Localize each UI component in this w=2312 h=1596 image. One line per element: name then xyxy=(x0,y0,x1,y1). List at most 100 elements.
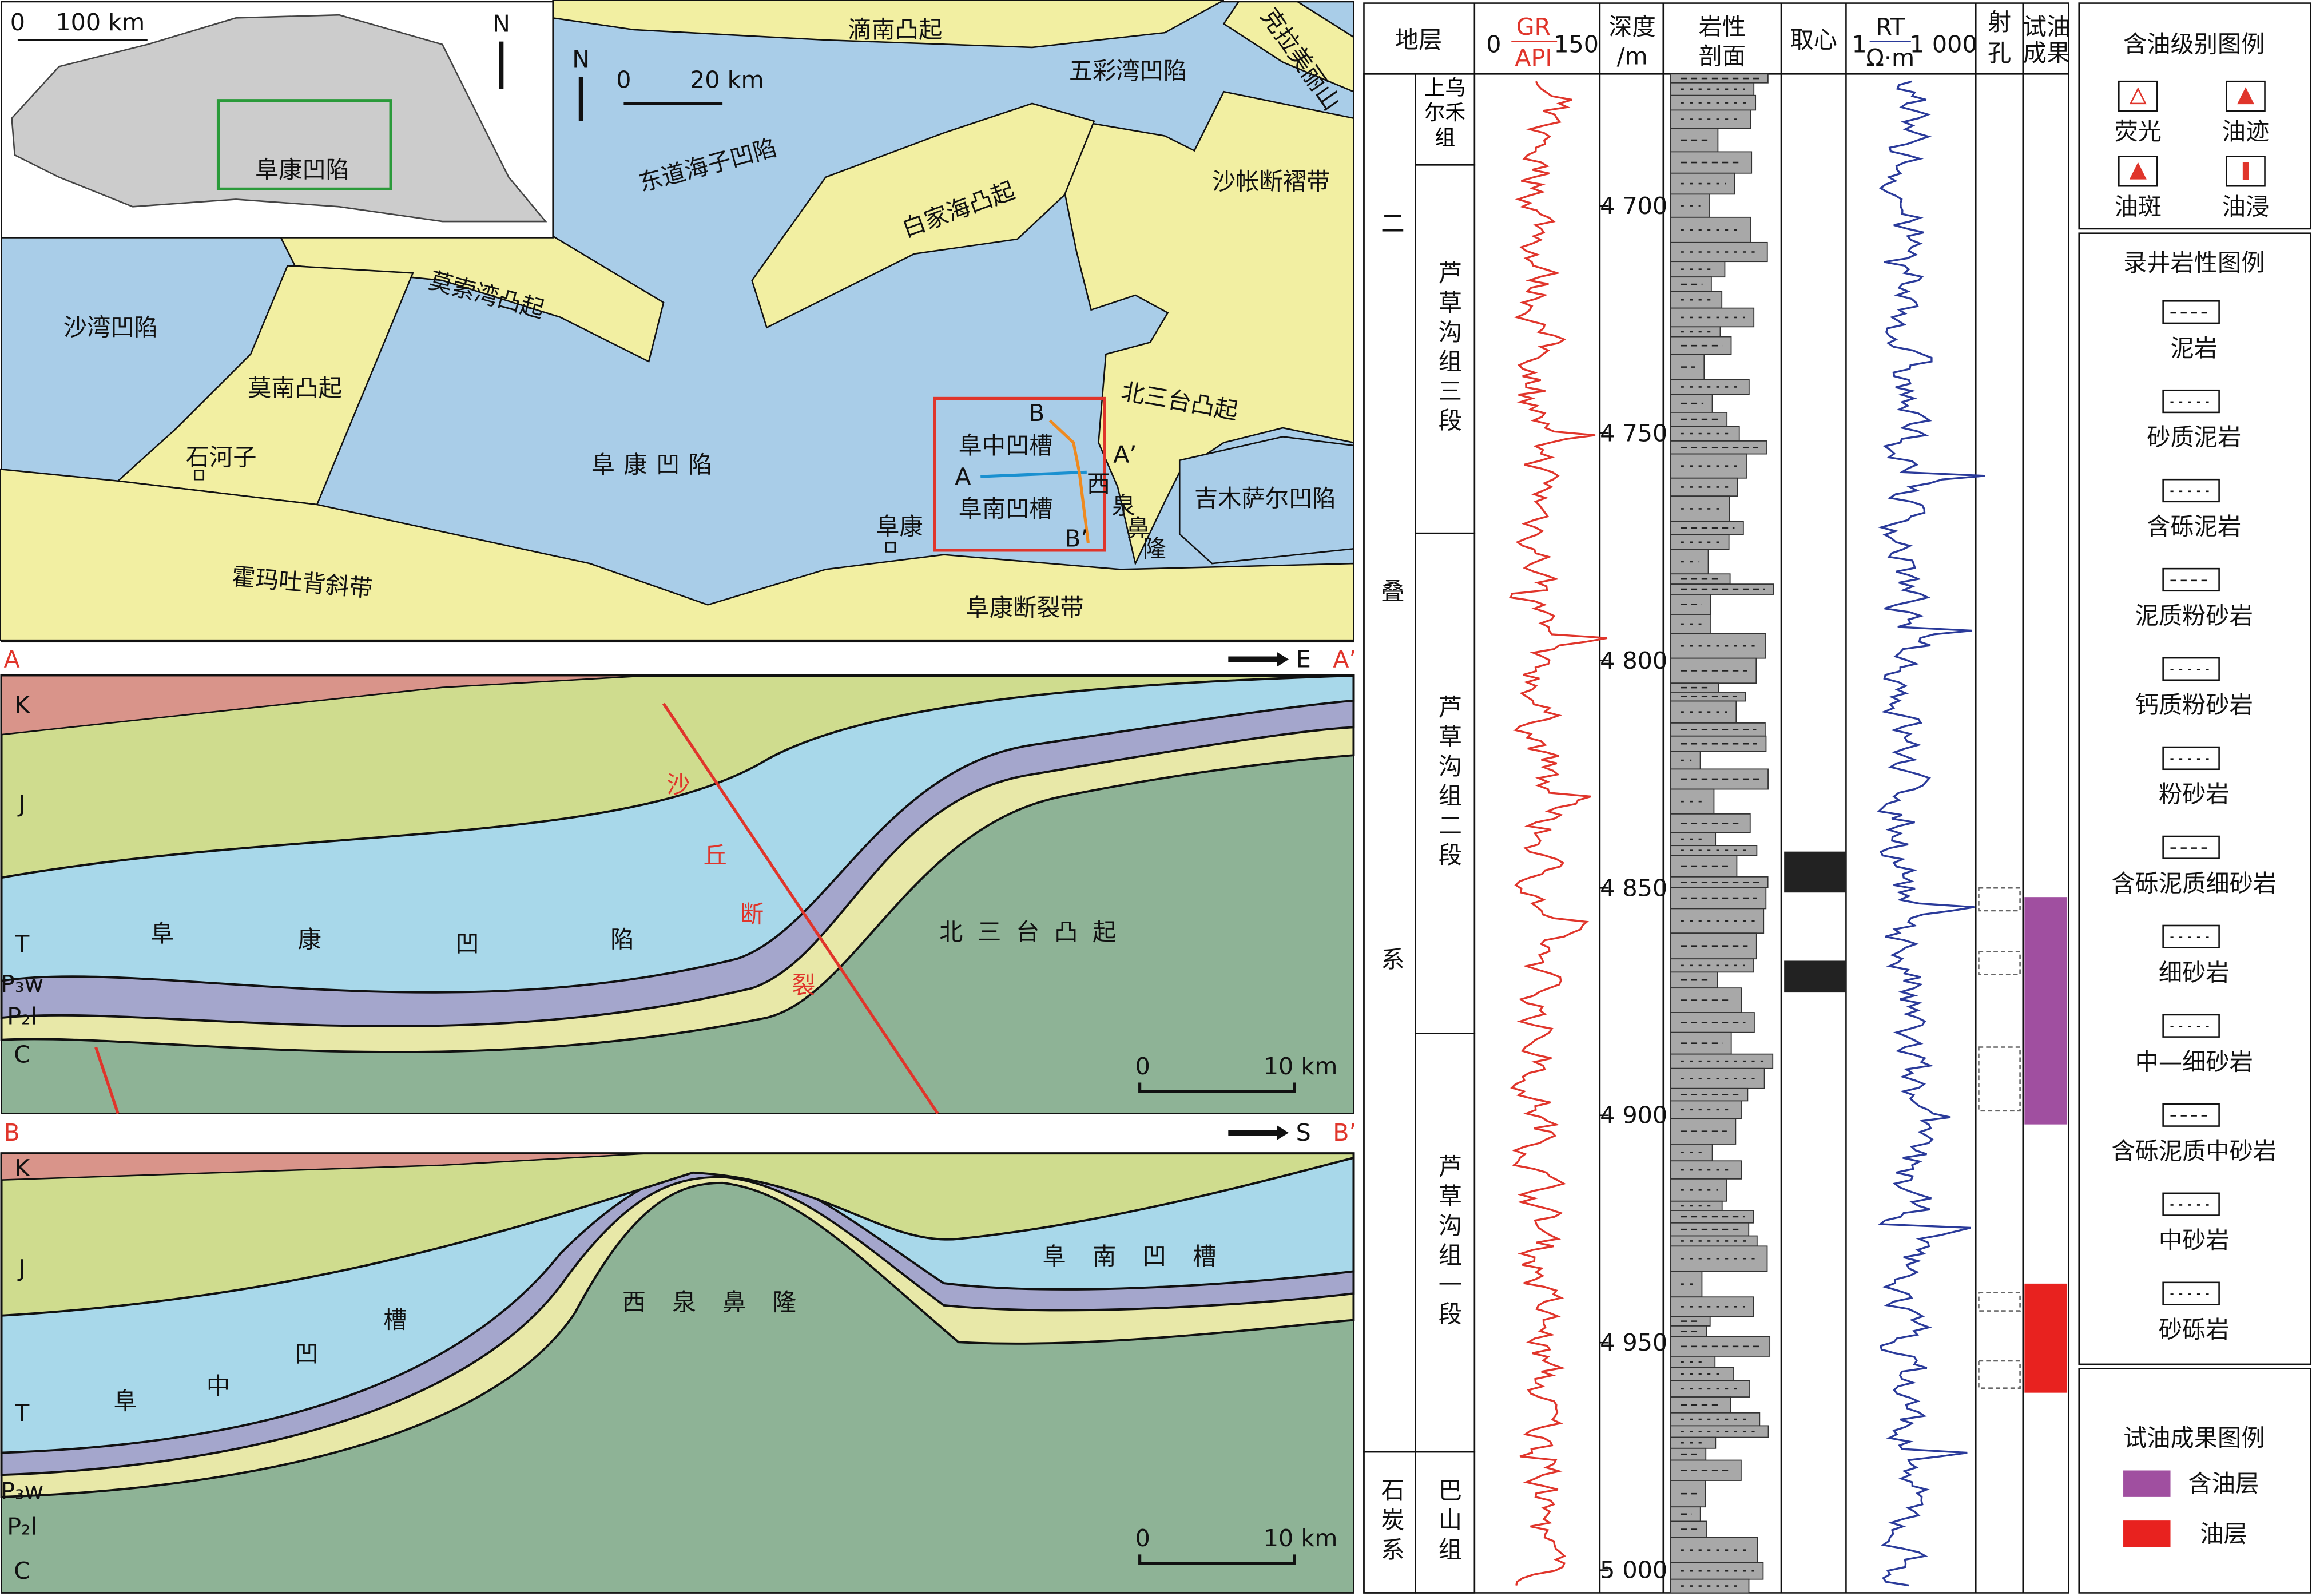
map-label: 西 xyxy=(1087,470,1110,498)
direction: S xyxy=(1296,1119,1311,1146)
header: 0 xyxy=(1486,31,1501,58)
rt-curve xyxy=(1877,80,1985,1587)
legend-label: 油层 xyxy=(2200,1520,2247,1547)
test-result xyxy=(2024,1283,2068,1393)
header: 成果 xyxy=(2023,39,2070,67)
direction-arrow xyxy=(1277,652,1289,667)
section-label: 西泉鼻隆 xyxy=(622,1289,823,1316)
core xyxy=(1784,960,1846,993)
perforation xyxy=(1978,951,2021,975)
legend-symbol xyxy=(2162,300,2220,324)
layer-label: P₃w xyxy=(1,1478,43,1505)
legend-label: 中砂岩 xyxy=(2159,1226,2230,1254)
depth-label: 5 000 xyxy=(1600,1557,1667,1584)
legend-symbol xyxy=(2226,156,2266,187)
header: 1 xyxy=(1852,31,1866,58)
map-label: 滴南凸起 xyxy=(848,16,942,43)
legend-label: 粉砂岩 xyxy=(2159,781,2230,808)
lithology-bed xyxy=(1670,307,1755,328)
legend-label: 细砂岩 xyxy=(2159,959,2230,986)
legend-symbol xyxy=(2162,478,2220,503)
map-label: 吉木萨尔凹陷 xyxy=(1194,485,1336,513)
header: 1 000 xyxy=(1910,31,1977,58)
section-label: 凹 xyxy=(456,930,479,958)
lithology-bed xyxy=(1670,354,1705,380)
depth-label: 4 950 xyxy=(1600,1329,1667,1356)
lithology-bed xyxy=(1670,1480,1706,1508)
map-label: 阜中凹槽 xyxy=(959,432,1053,459)
lithology-bed xyxy=(1670,594,1711,615)
header: /m xyxy=(1617,42,1648,70)
label: 0 xyxy=(616,66,631,94)
lithology-bed xyxy=(1670,1271,1703,1298)
uplift xyxy=(552,0,1225,49)
legend-label: 砂质泥岩 xyxy=(2147,424,2241,451)
lithology-bed xyxy=(1670,1520,1707,1538)
scale-bar xyxy=(1138,1082,1296,1093)
header: API xyxy=(1515,44,1552,72)
uplift xyxy=(0,468,1354,641)
layer-label: P₂l xyxy=(7,1512,37,1540)
formation-name: 芦草沟组一段 xyxy=(1434,1154,1461,1331)
layer-label: K xyxy=(14,692,30,719)
legend-label: 钙质粉砂岩 xyxy=(2135,692,2253,719)
lithology-bed xyxy=(1670,583,1774,595)
perforation xyxy=(1978,887,2021,912)
legend-label: 油浸 xyxy=(2222,193,2269,220)
map-label: 莫南凸起 xyxy=(248,374,342,402)
lithology-bed xyxy=(1670,336,1732,355)
map-label: 隆 xyxy=(1143,535,1166,562)
lithology-bed xyxy=(1670,216,1751,243)
legend-symbol xyxy=(2237,87,2254,105)
legend-label: 油迹 xyxy=(2222,118,2269,145)
lithology-bed xyxy=(1670,1396,1731,1414)
section-label: 中 xyxy=(206,1373,230,1400)
label: 20 km xyxy=(690,66,764,94)
legend-box xyxy=(2078,2,2311,230)
formation xyxy=(1415,1451,1476,1594)
lithology-bed xyxy=(1670,614,1711,634)
layer-label: C xyxy=(14,1557,30,1585)
section-end: A’ xyxy=(1333,646,1356,673)
lithology-bed xyxy=(1670,1031,1732,1055)
layer-label: T xyxy=(14,930,30,958)
map-label: 沙湾凹陷 xyxy=(63,314,158,342)
fault-label: 沙 xyxy=(666,771,690,799)
legend-box xyxy=(2078,1368,2311,1594)
legend-title: 试油成果图例 xyxy=(2123,1424,2265,1452)
legend-symbol xyxy=(2162,1192,2220,1216)
perforation xyxy=(1978,1046,2021,1112)
profile-end: A’ xyxy=(1113,440,1137,468)
fault-label: 裂 xyxy=(792,971,815,999)
legend-title: 含油级别图例 xyxy=(2123,31,2265,58)
label: 10 km xyxy=(1264,1053,1338,1080)
label: 100 km xyxy=(55,9,145,36)
legend-swatch xyxy=(2123,1470,2171,1497)
core xyxy=(1784,851,1846,893)
section-label: 凹 xyxy=(295,1340,319,1368)
legend-symbol xyxy=(2162,1014,2220,1038)
depth-label: 4 800 xyxy=(1600,647,1667,674)
lithology-bed xyxy=(1670,751,1701,770)
lithology-bed xyxy=(1670,768,1769,790)
header: 射 xyxy=(1988,9,2011,36)
depression xyxy=(1178,436,1354,565)
layer-label: P₃w xyxy=(1,970,43,998)
depth-label: 4 700 xyxy=(1600,192,1667,220)
legend-symbol xyxy=(2162,389,2220,414)
lithology-bed xyxy=(1670,1053,1774,1069)
fault xyxy=(94,1046,120,1114)
test-result xyxy=(2024,897,2068,1125)
map-label: 阜南凹槽 xyxy=(959,495,1053,523)
map-label: 沙帐断褶带 xyxy=(1212,168,1330,195)
label: 0 xyxy=(1135,1053,1150,1080)
lithology-bed xyxy=(1670,1200,1723,1211)
lithology-bed xyxy=(1670,109,1751,129)
lithology-bed xyxy=(1670,1447,1707,1461)
lithology-bed xyxy=(1670,1436,1717,1449)
lithology-bed xyxy=(1670,276,1712,292)
legend-label: 油斑 xyxy=(2115,193,2162,220)
